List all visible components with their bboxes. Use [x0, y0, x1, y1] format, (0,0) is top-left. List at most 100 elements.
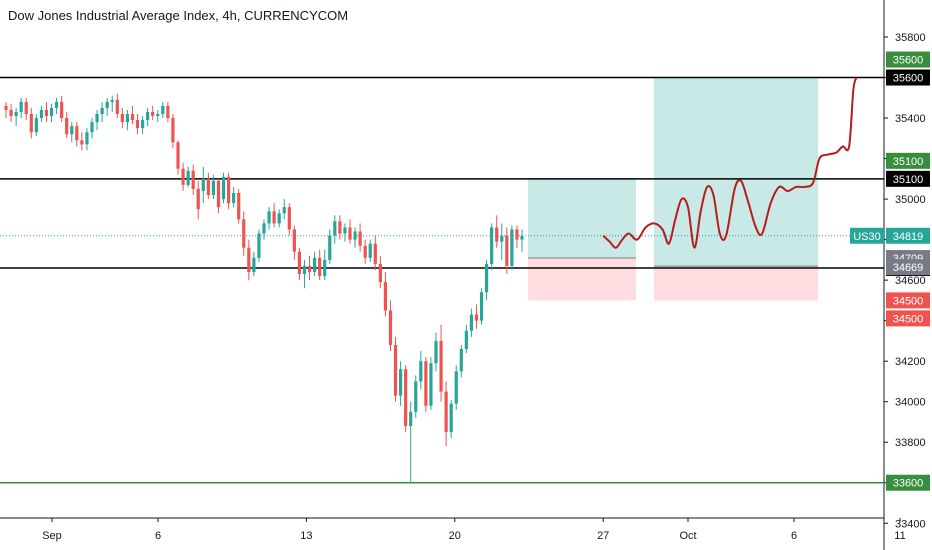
candle — [125, 109, 130, 131]
candle — [166, 101, 170, 123]
candle-body — [398, 369, 403, 396]
candle — [161, 101, 165, 119]
y-tick-label: 34000 — [895, 397, 926, 409]
candle — [444, 381, 448, 447]
stop-label-text: 34500 — [893, 295, 924, 307]
projection-curve — [602, 77, 858, 249]
candle-body — [191, 170, 195, 189]
candle-body — [495, 227, 499, 242]
candle-body — [414, 381, 418, 412]
level-label-text: 35600 — [893, 73, 924, 85]
level-label — [886, 69, 930, 86]
candle-body — [196, 188, 200, 210]
loss-zone — [528, 258, 636, 301]
candle-body — [393, 344, 398, 396]
x-ticks: Sep 6 13 20 27 Oct 6 11 — [42, 518, 906, 542]
candle-body — [39, 109, 44, 119]
candle — [44, 101, 49, 123]
candle — [474, 304, 479, 329]
candle-body — [161, 105, 165, 114]
candle — [95, 109, 99, 131]
x-tick-label: 27 — [597, 530, 609, 542]
candle-body — [383, 282, 388, 311]
candle — [252, 251, 256, 277]
profit-zone — [654, 77, 818, 267]
candle — [140, 116, 145, 135]
x-tick-label: 6 — [791, 530, 797, 542]
x-tick-label: 6 — [155, 530, 161, 542]
target-label — [886, 51, 930, 68]
candle-body — [156, 113, 160, 117]
y-ticks: 3340033600338003400034200344003460034800… — [884, 32, 926, 530]
candle — [282, 199, 286, 220]
candle-body — [515, 229, 519, 240]
stop-label — [886, 310, 930, 327]
candle — [495, 215, 499, 248]
candle-body — [277, 213, 281, 224]
candle — [156, 109, 160, 123]
candle — [490, 223, 494, 270]
y-tick-label: 35000 — [895, 194, 926, 206]
candle-body — [226, 176, 231, 204]
stop-label — [886, 292, 930, 309]
candle-body — [151, 111, 155, 117]
candle-body — [338, 221, 342, 234]
candle — [388, 300, 393, 352]
candle — [505, 227, 509, 275]
candle-body — [505, 235, 509, 266]
candle-body — [34, 118, 38, 133]
candle-body — [120, 113, 124, 123]
candle-body — [454, 371, 458, 404]
candle-body — [80, 140, 84, 145]
candle — [221, 172, 226, 204]
candle — [181, 162, 185, 191]
candle — [196, 180, 200, 220]
candle-body — [469, 314, 474, 331]
candle-body — [439, 340, 443, 392]
candle — [49, 103, 54, 123]
candle-body — [297, 251, 302, 275]
candle — [146, 107, 150, 127]
candle-body — [105, 101, 109, 108]
candle — [484, 259, 489, 301]
candle — [9, 103, 13, 123]
candle-body — [479, 292, 484, 321]
candle — [404, 365, 408, 433]
candle — [302, 259, 307, 289]
x-tick-label: Sep — [42, 530, 62, 542]
candle-body — [176, 142, 180, 169]
candle — [439, 324, 443, 402]
candle-body — [312, 257, 317, 273]
candle — [247, 239, 251, 281]
candle — [14, 107, 18, 127]
candle — [206, 172, 210, 200]
candle — [328, 229, 332, 264]
candle — [424, 357, 428, 412]
candle-body — [24, 101, 28, 114]
candle-body — [510, 229, 514, 266]
candle — [373, 235, 377, 270]
candle-body — [378, 263, 382, 283]
candle — [151, 105, 155, 121]
symbol-badge — [850, 227, 884, 244]
candle — [60, 95, 64, 123]
candle-body — [520, 235, 524, 240]
candle — [29, 107, 33, 139]
candle-body — [166, 105, 170, 119]
x-tick-label: Oct — [679, 530, 696, 542]
candle-body — [267, 211, 271, 224]
candle — [4, 101, 8, 119]
candle — [110, 95, 114, 112]
y-tick-label: 34600 — [895, 275, 926, 287]
candle — [54, 97, 59, 114]
position-zones — [528, 77, 818, 301]
candle-body — [70, 126, 74, 135]
y-tick-label: 34200 — [895, 356, 926, 368]
price-labels: 3560035100356003510034660336003470934669… — [850, 51, 930, 491]
candle-body — [237, 193, 241, 220]
candle-body — [287, 207, 291, 230]
candle-body — [29, 113, 33, 133]
y-tick-label: 35400 — [895, 113, 926, 125]
candle — [393, 336, 398, 402]
